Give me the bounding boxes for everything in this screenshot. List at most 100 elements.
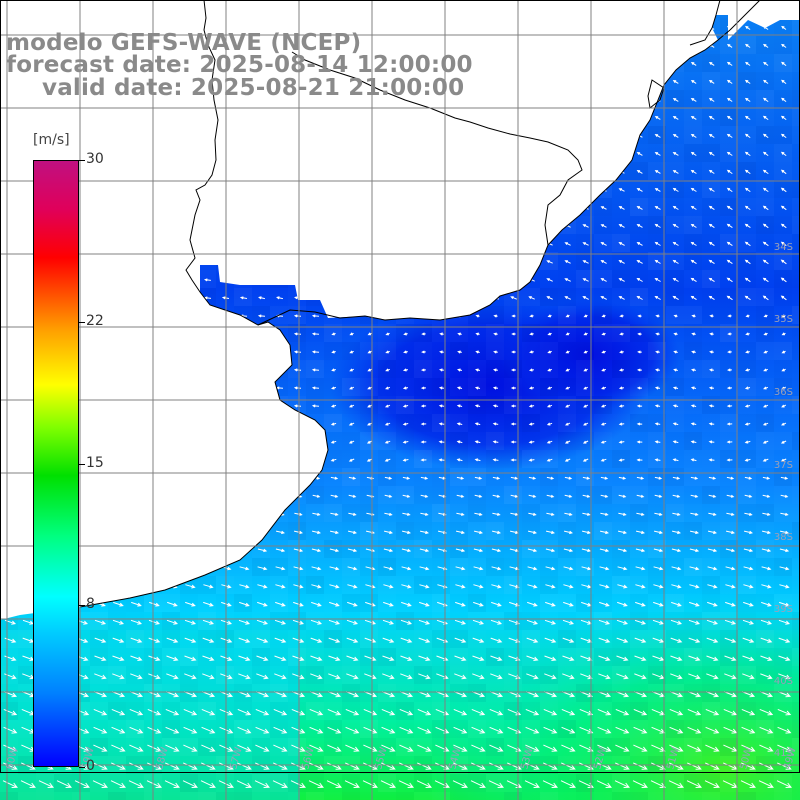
model-cell — [216, 684, 234, 702]
wind-arrow — [420, 440, 427, 444]
model-cell — [162, 378, 180, 396]
wind-arrow — [257, 350, 266, 354]
model-cell — [684, 684, 702, 702]
wind-arrow — [147, 744, 162, 752]
model-cell — [558, 738, 576, 756]
wind-arrow — [726, 223, 733, 229]
wind-arrow — [257, 584, 268, 589]
wind-arrow — [256, 655, 269, 661]
model-cell — [630, 594, 648, 612]
model-cell — [540, 342, 558, 360]
model-cell — [252, 198, 270, 216]
wind-arrow — [239, 296, 248, 300]
wind-arrow — [418, 673, 431, 680]
model-cell — [792, 486, 800, 504]
model-cell — [306, 108, 324, 126]
model-cell — [288, 162, 306, 180]
wind-arrow — [257, 368, 266, 372]
wind-arrow — [651, 744, 666, 752]
model-cell — [612, 504, 630, 522]
wind-arrow — [655, 314, 660, 318]
wind-arrow — [565, 368, 570, 372]
wind-arrow — [562, 655, 575, 661]
model-cell — [234, 198, 252, 216]
wind-arrow — [654, 277, 661, 282]
wind-arrow — [598, 673, 611, 680]
model-cell — [540, 198, 558, 216]
model-cell — [108, 468, 126, 486]
wind-arrow — [564, 476, 573, 480]
wind-arrow — [23, 260, 31, 264]
model-cell — [378, 666, 396, 684]
colorbar-tick-mark — [79, 767, 85, 768]
model-cell — [342, 162, 360, 180]
wind-arrow — [257, 332, 266, 336]
wind-arrow — [167, 601, 178, 607]
wind-arrow — [258, 116, 265, 120]
model-cell — [378, 468, 396, 486]
model-cell — [126, 558, 144, 576]
model-cell — [108, 216, 126, 234]
model-cell — [450, 576, 468, 594]
wind-arrow — [93, 708, 108, 716]
model-cell — [342, 468, 360, 486]
model-cell — [792, 504, 800, 522]
wind-arrow — [6, 98, 13, 102]
model-cell — [504, 738, 522, 756]
wind-arrow — [367, 368, 372, 372]
wind-arrow — [600, 26, 607, 30]
model-cell — [504, 54, 522, 72]
wind-arrow — [348, 170, 355, 174]
wind-arrow — [474, 62, 481, 66]
wind-arrow — [546, 440, 553, 444]
wind-arrow — [275, 530, 285, 535]
wind-arrow — [690, 241, 697, 246]
model-cell — [468, 270, 486, 288]
model-cell — [396, 180, 414, 198]
model-cell — [630, 648, 648, 666]
model-cell — [360, 738, 378, 756]
wind-arrow — [419, 530, 429, 535]
model-cell — [306, 504, 324, 522]
wind-arrow — [131, 386, 140, 390]
wind-arrow — [525, 726, 540, 734]
wind-arrow — [148, 619, 161, 625]
wind-arrow — [456, 260, 463, 264]
model-cell — [342, 504, 360, 522]
model-cell — [432, 198, 450, 216]
model-cell — [738, 612, 756, 630]
wind-arrow — [24, 152, 31, 156]
wind-arrow — [780, 133, 787, 139]
wind-arrow — [781, 314, 786, 318]
model-cell — [216, 378, 234, 396]
model-cell — [252, 108, 270, 126]
model-cell — [468, 108, 486, 126]
model-cell — [432, 630, 450, 648]
wind-arrow — [474, 440, 481, 444]
wind-arrow — [582, 512, 591, 516]
model-cell — [324, 15, 342, 18]
model-cell — [522, 324, 540, 342]
model-cell — [162, 468, 180, 486]
wind-arrow — [527, 601, 538, 607]
model-cell — [234, 216, 252, 234]
model-cell — [378, 486, 396, 504]
wind-arrow — [707, 530, 717, 535]
wind-arrow — [672, 44, 679, 48]
wind-arrow — [186, 116, 193, 120]
model-cell — [270, 162, 288, 180]
wind-arrow — [781, 404, 787, 408]
model-cell — [198, 0, 216, 18]
model-cell — [414, 486, 432, 504]
wind-arrow — [654, 295, 661, 300]
model-cell — [414, 144, 432, 162]
wind-arrow — [94, 637, 107, 643]
model-cell — [558, 522, 576, 540]
wind-arrow — [708, 115, 715, 120]
wind-arrow — [23, 422, 32, 426]
wind-arrow — [453, 744, 468, 752]
model-cell — [288, 576, 306, 594]
wind-arrow — [510, 26, 517, 30]
wind-arrow — [528, 44, 535, 48]
wind-arrow — [708, 259, 715, 265]
